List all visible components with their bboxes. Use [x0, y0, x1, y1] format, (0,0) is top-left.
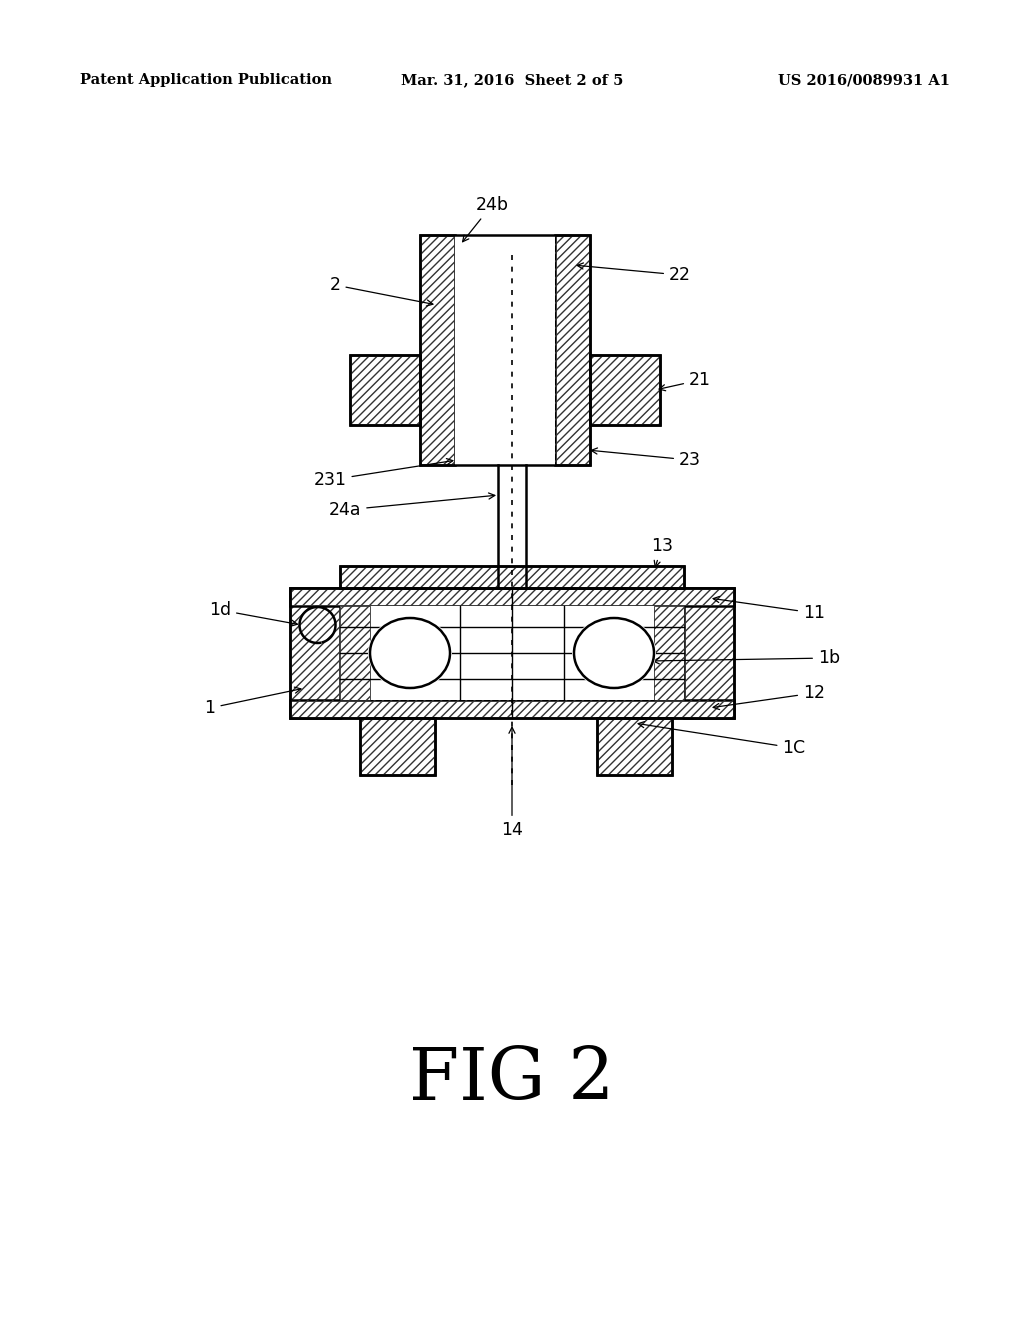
- Bar: [290, 587, 734, 606]
- Bar: [590, 355, 660, 425]
- Ellipse shape: [572, 616, 656, 690]
- Bar: [590, 355, 660, 425]
- Bar: [340, 566, 684, 587]
- Bar: [684, 587, 734, 718]
- Text: FIG 2: FIG 2: [410, 1044, 614, 1115]
- Text: 24b: 24b: [463, 195, 509, 242]
- Text: 1C: 1C: [638, 722, 806, 756]
- Text: 22: 22: [578, 263, 691, 284]
- Text: 1b: 1b: [653, 649, 840, 667]
- Text: Patent Application Publication: Patent Application Publication: [80, 73, 332, 87]
- Bar: [654, 606, 684, 700]
- Bar: [420, 235, 455, 465]
- Bar: [597, 718, 672, 775]
- Bar: [340, 566, 684, 587]
- Bar: [654, 606, 684, 700]
- Bar: [340, 566, 684, 587]
- Bar: [360, 718, 435, 775]
- Text: 21: 21: [659, 371, 711, 391]
- Bar: [350, 355, 420, 425]
- Bar: [684, 587, 734, 718]
- Text: Mar. 31, 2016  Sheet 2 of 5: Mar. 31, 2016 Sheet 2 of 5: [400, 73, 624, 87]
- Bar: [590, 355, 660, 425]
- Bar: [290, 700, 734, 718]
- Bar: [290, 587, 734, 606]
- Bar: [360, 718, 435, 775]
- Bar: [290, 587, 734, 718]
- Text: US 2016/0089931 A1: US 2016/0089931 A1: [778, 73, 950, 87]
- Ellipse shape: [370, 618, 450, 688]
- Text: 12: 12: [713, 684, 825, 710]
- Bar: [290, 587, 340, 718]
- Text: 23: 23: [591, 447, 701, 469]
- Bar: [455, 235, 555, 465]
- Text: 2: 2: [330, 276, 433, 306]
- Text: 24a: 24a: [329, 492, 495, 519]
- Bar: [350, 355, 420, 425]
- Text: 13: 13: [651, 537, 673, 568]
- Text: 231: 231: [313, 458, 453, 488]
- Bar: [555, 235, 590, 465]
- Bar: [350, 355, 420, 425]
- Text: 1: 1: [205, 688, 301, 717]
- Text: 1d: 1d: [209, 601, 297, 626]
- Bar: [420, 235, 590, 465]
- Bar: [340, 606, 370, 700]
- Bar: [420, 235, 455, 465]
- Bar: [555, 235, 590, 465]
- Ellipse shape: [368, 616, 452, 690]
- Text: 11: 11: [713, 597, 825, 622]
- Ellipse shape: [574, 618, 654, 688]
- Text: 14: 14: [501, 727, 523, 840]
- Bar: [290, 700, 734, 718]
- Bar: [597, 718, 672, 775]
- Bar: [340, 606, 684, 700]
- Bar: [290, 587, 340, 718]
- Bar: [360, 718, 435, 775]
- Bar: [340, 606, 370, 700]
- Bar: [597, 718, 672, 775]
